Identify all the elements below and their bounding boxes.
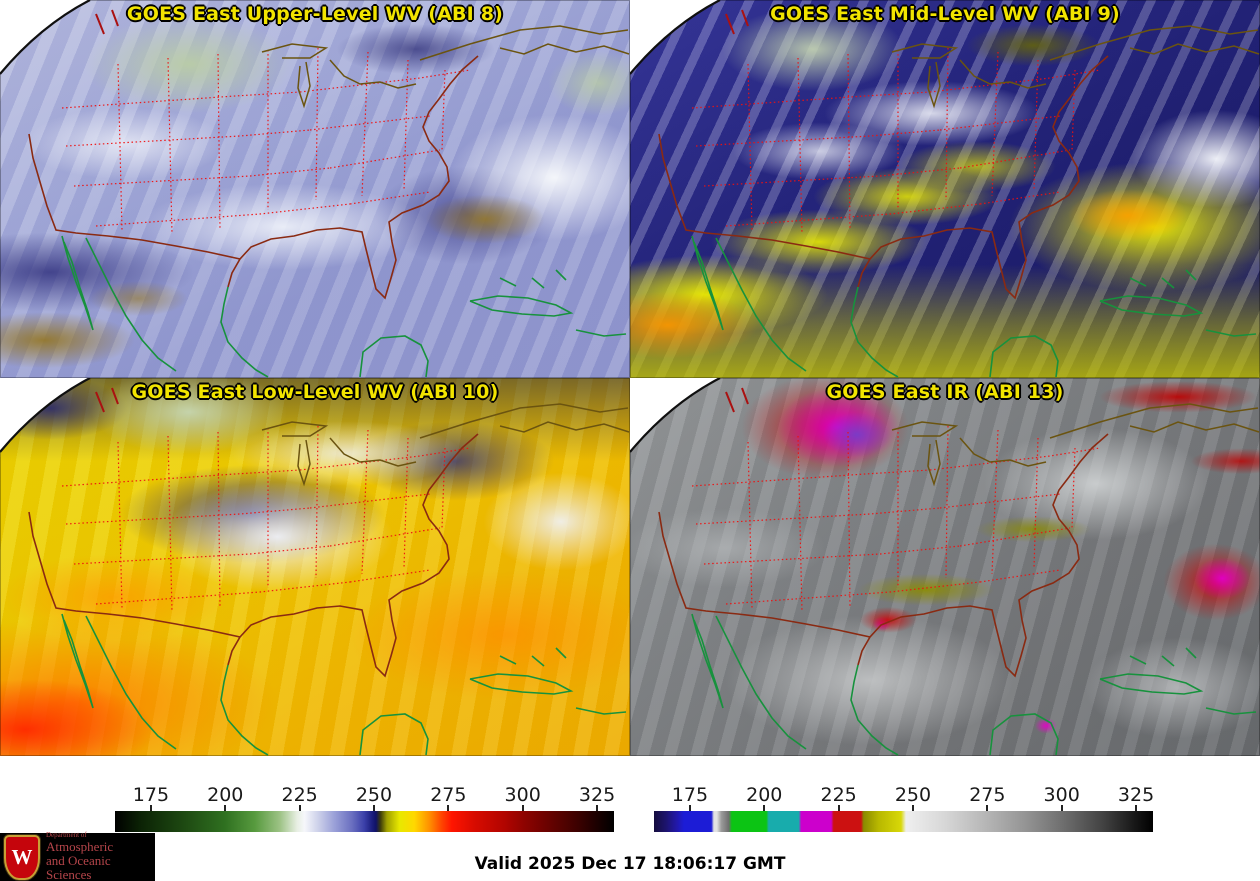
tick-mark: [447, 805, 450, 811]
panel-title: GOES East Low-Level WV (ABI 10): [131, 381, 499, 403]
panel-title: GOES East Upper-Level WV (ABI 8): [126, 3, 504, 25]
tick-mark: [298, 805, 301, 811]
tick-label: 200: [207, 784, 244, 806]
tick-mark: [837, 805, 840, 811]
logo-line2: and Oceanic Sciences: [46, 852, 111, 881]
wv-colorbar-gradient: [115, 811, 614, 832]
tick-label: 275: [969, 784, 1006, 806]
tick-mark: [986, 805, 989, 811]
crest-letter: W: [11, 844, 33, 869]
panel-title: GOES East Mid-Level WV (ABI 9): [770, 3, 1120, 25]
tick-mark: [149, 805, 152, 811]
tick-label: 325: [578, 784, 616, 806]
tick-mark: [521, 805, 524, 811]
tick-label: 250: [894, 784, 932, 806]
map-overlay: [0, 0, 630, 378]
tick-label: 300: [1043, 784, 1080, 806]
ir-colorbar: 175 200 225 250 275 300 325: [654, 784, 1155, 832]
ir-colorbar-gradient: [654, 811, 1153, 832]
uw-aos-logo: W Department of Atmospheric and Oceanic …: [0, 832, 155, 881]
tick-label: 250: [355, 784, 393, 806]
tick-mark: [763, 805, 766, 811]
map-overlay: [630, 0, 1260, 378]
tick-mark: [1135, 805, 1138, 811]
panel-abi9-mid-level-wv[interactable]: GOES East Mid-Level WV (ABI 9): [630, 0, 1260, 378]
tick-label: 325: [1117, 784, 1155, 806]
tick-mark: [911, 805, 914, 811]
tick-mark: [224, 805, 227, 811]
uw-crest-icon: W: [4, 834, 40, 880]
tick-label: 175: [132, 784, 170, 806]
tick-mark: [688, 805, 691, 811]
map-overlay: [630, 378, 1260, 756]
panel-abi8-upper-level-wv[interactable]: GOES East Upper-Level WV (ABI 8): [0, 0, 630, 378]
logo-line1: Atmospheric: [46, 838, 114, 854]
panel-abi13-ir[interactable]: GOES East IR (ABI 13): [630, 378, 1260, 756]
map-overlay: [0, 378, 630, 756]
footer: 175 200 225 250 275 300 325 175 200 225 …: [0, 756, 1260, 881]
wv-colorbar: 175 200 225 250 275 300 325: [115, 784, 616, 832]
tick-label: 300: [504, 784, 541, 806]
tick-mark: [596, 805, 599, 811]
tick-label: 200: [746, 784, 783, 806]
panel-abi10-low-level-wv[interactable]: GOES East Low-Level WV (ABI 10): [0, 378, 630, 756]
tick-label: 275: [430, 784, 467, 806]
tick-mark: [1060, 805, 1063, 811]
panel-grid: GOES East Upper-Level WV (ABI 8) GOES Ea…: [0, 0, 1260, 756]
tick-label: 225: [820, 784, 857, 806]
logo-department-line: Department of: [46, 831, 87, 840]
valid-timestamp: Valid 2025 Dec 17 18:06:17 GMT: [474, 854, 786, 874]
panel-title: GOES East IR (ABI 13): [826, 381, 1064, 403]
logo-text: Department of Atmospheric and Oceanic Sc…: [46, 832, 155, 881]
tick-mark: [372, 805, 375, 811]
tick-label: 175: [671, 784, 709, 806]
tick-label: 225: [281, 784, 318, 806]
